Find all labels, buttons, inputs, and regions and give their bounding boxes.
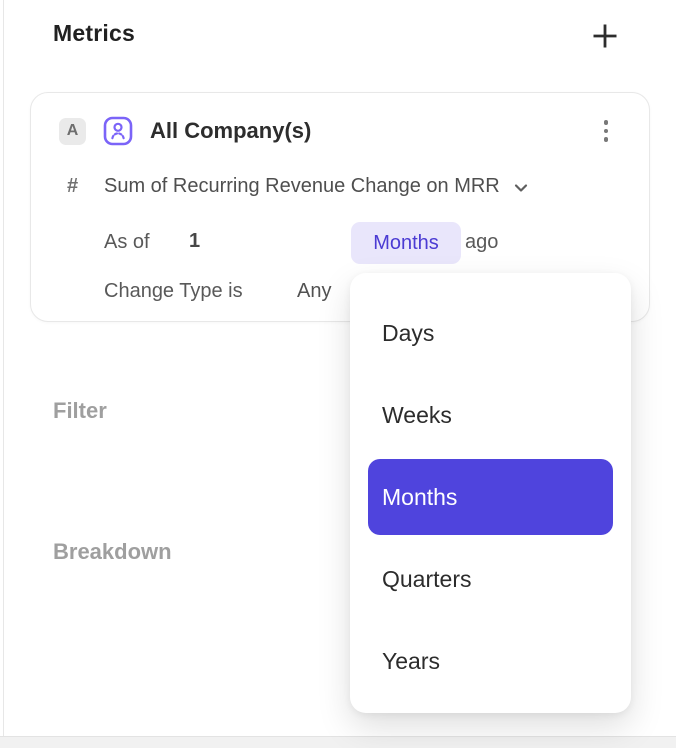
time-unit-selector[interactable]: Months	[351, 222, 461, 264]
metric-row: # Sum of Recurring Revenue Change on MRR	[31, 175, 649, 198]
breakdown-section-label: Breakdown	[53, 539, 172, 564]
card-menu-button[interactable]	[597, 117, 615, 145]
dropdown-option-weeks[interactable]: Weeks	[382, 401, 452, 428]
metric-card-header: A All Company(s)	[59, 115, 311, 147]
plus-icon	[593, 24, 617, 48]
chevron-down-icon[interactable]	[512, 179, 530, 197]
bottom-divider	[0, 736, 676, 748]
filter-section-label: Filter	[53, 398, 107, 423]
time-unit-dropdown: Days Weeks Months Quarters Years	[350, 273, 631, 713]
add-metric-button[interactable]	[588, 19, 622, 53]
as-of-label: As of	[104, 231, 150, 253]
entity-selector[interactable]: All Company(s)	[150, 118, 312, 143]
page-title: Metrics	[53, 20, 135, 46]
change-type-label: Change Type is	[104, 280, 243, 302]
contact-icon	[103, 116, 133, 146]
as-of-suffix: ago	[465, 231, 499, 253]
kebab-dot	[603, 128, 609, 134]
dropdown-option-quarters[interactable]: Quarters	[382, 565, 472, 592]
numeric-type-icon: #	[67, 175, 79, 197]
metric-name-selector[interactable]: Sum of Recurring Revenue Change on MRR	[104, 175, 500, 197]
dropdown-option-months[interactable]: Months	[368, 459, 613, 535]
as-of-value-input[interactable]: 1	[189, 230, 201, 252]
change-type-selector[interactable]: Any	[297, 280, 332, 302]
metric-card: A All Company(s) # Sum of Recurring Reve…	[30, 92, 650, 322]
kebab-dot	[603, 137, 609, 142]
metric-letter-badge: A	[59, 117, 86, 145]
dropdown-option-days[interactable]: Days	[382, 319, 435, 346]
panel-left-border	[3, 0, 4, 748]
kebab-dot	[603, 120, 609, 125]
dropdown-option-years[interactable]: Years	[382, 647, 440, 674]
